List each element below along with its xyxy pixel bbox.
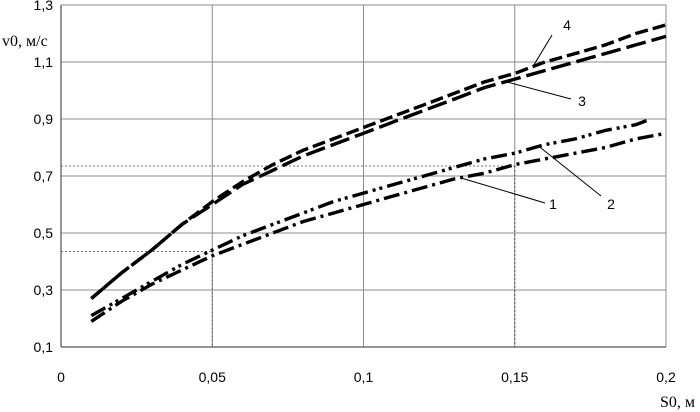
y-tick-label: 1,3: [34, 0, 54, 13]
x-tick-label: 0,1: [354, 369, 374, 385]
series-line-2: [90, 117, 652, 318]
series-line-1: [90, 131, 667, 323]
x-tick-label: 0,05: [199, 369, 226, 385]
series-line-3: [90, 34, 667, 300]
leader-line-4: [532, 34, 553, 67]
curve-labels: 1 2 3 4: [460, 17, 615, 212]
curve-label-3: 3: [578, 93, 586, 109]
leader-line-1: [460, 177, 546, 204]
series-line-4: [90, 23, 667, 300]
axes: [60, 5, 666, 348]
leader-line-2: [538, 145, 602, 197]
reference-lines: [61, 165, 516, 347]
x-axis-title: S0, м: [660, 394, 695, 411]
y-tick-label: 0,3: [34, 282, 54, 298]
y-tick-label: 0,9: [34, 111, 54, 127]
series: [90, 23, 667, 323]
curve-label-4: 4: [563, 17, 571, 33]
y-tick-label: 0,7: [34, 168, 54, 184]
leader-line-3: [505, 81, 572, 100]
y-tick-label: 0,1: [34, 339, 54, 355]
y-tick-label: 1,1: [34, 54, 54, 70]
y-axis-title: v0, м/с: [2, 33, 48, 50]
x-tick-label: 0,2: [656, 369, 676, 385]
grid: [61, 4, 667, 347]
curve-label-1: 1: [549, 196, 557, 212]
y-tick-label: 0,5: [34, 225, 54, 241]
tick-labels: 0 0,05 0,1 0,15 0,2 0,1 0,3 0,5 0,7 0,9 1,1 1,3: [34, 0, 676, 385]
curve-label-2: 2: [607, 196, 615, 212]
x-tick-label: 0: [57, 369, 65, 385]
x-tick-label: 0,15: [501, 369, 528, 385]
